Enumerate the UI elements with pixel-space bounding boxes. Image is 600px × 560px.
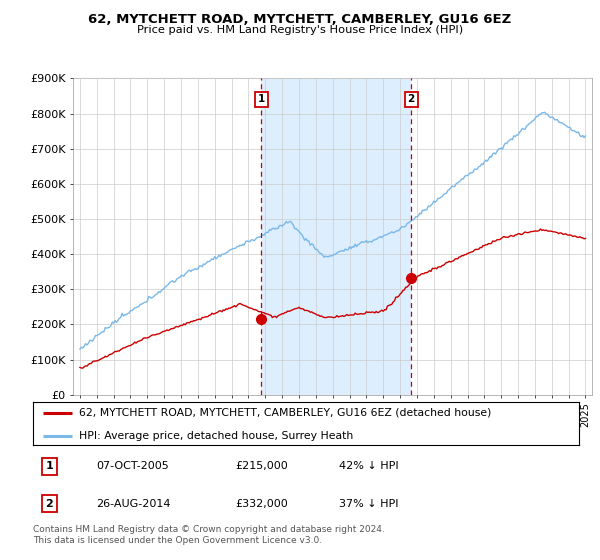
Text: 26-AUG-2014: 26-AUG-2014 [96,499,170,508]
Text: 1: 1 [46,461,53,471]
Text: 62, MYTCHETT ROAD, MYTCHETT, CAMBERLEY, GU16 6EZ: 62, MYTCHETT ROAD, MYTCHETT, CAMBERLEY, … [88,13,512,26]
Text: Contains HM Land Registry data © Crown copyright and database right 2024.
This d: Contains HM Land Registry data © Crown c… [33,525,385,545]
Text: 42% ↓ HPI: 42% ↓ HPI [339,461,398,471]
Text: 37% ↓ HPI: 37% ↓ HPI [339,499,398,508]
Text: £215,000: £215,000 [235,461,288,471]
Text: £332,000: £332,000 [235,499,288,508]
Text: 1: 1 [258,95,265,105]
Text: 62, MYTCHETT ROAD, MYTCHETT, CAMBERLEY, GU16 6EZ (detached house): 62, MYTCHETT ROAD, MYTCHETT, CAMBERLEY, … [79,408,492,418]
Text: Price paid vs. HM Land Registry's House Price Index (HPI): Price paid vs. HM Land Registry's House … [137,25,463,35]
Text: 2: 2 [46,499,53,508]
Text: 07-OCT-2005: 07-OCT-2005 [96,461,169,471]
Bar [262,78,411,395]
Text: 2: 2 [407,95,415,105]
Text: HPI: Average price, detached house, Surrey Heath: HPI: Average price, detached house, Surr… [79,431,353,441]
